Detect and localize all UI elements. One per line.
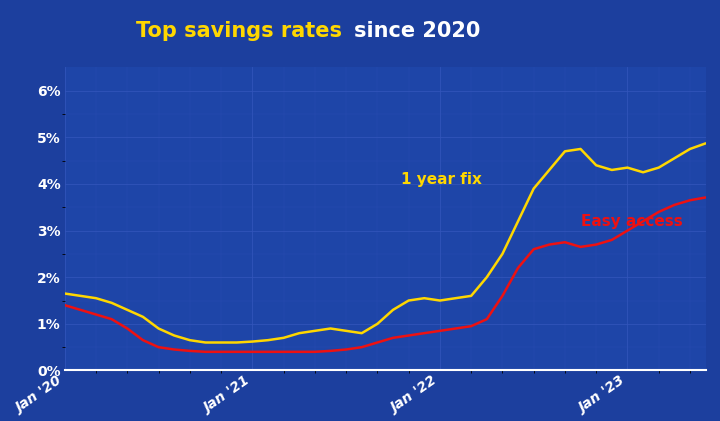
Text: since 2020: since 2020 [354,21,480,40]
Text: Easy access: Easy access [580,214,683,229]
Text: Top savings rates: Top savings rates [136,21,350,40]
Text: 1 year fix: 1 year fix [401,172,482,187]
